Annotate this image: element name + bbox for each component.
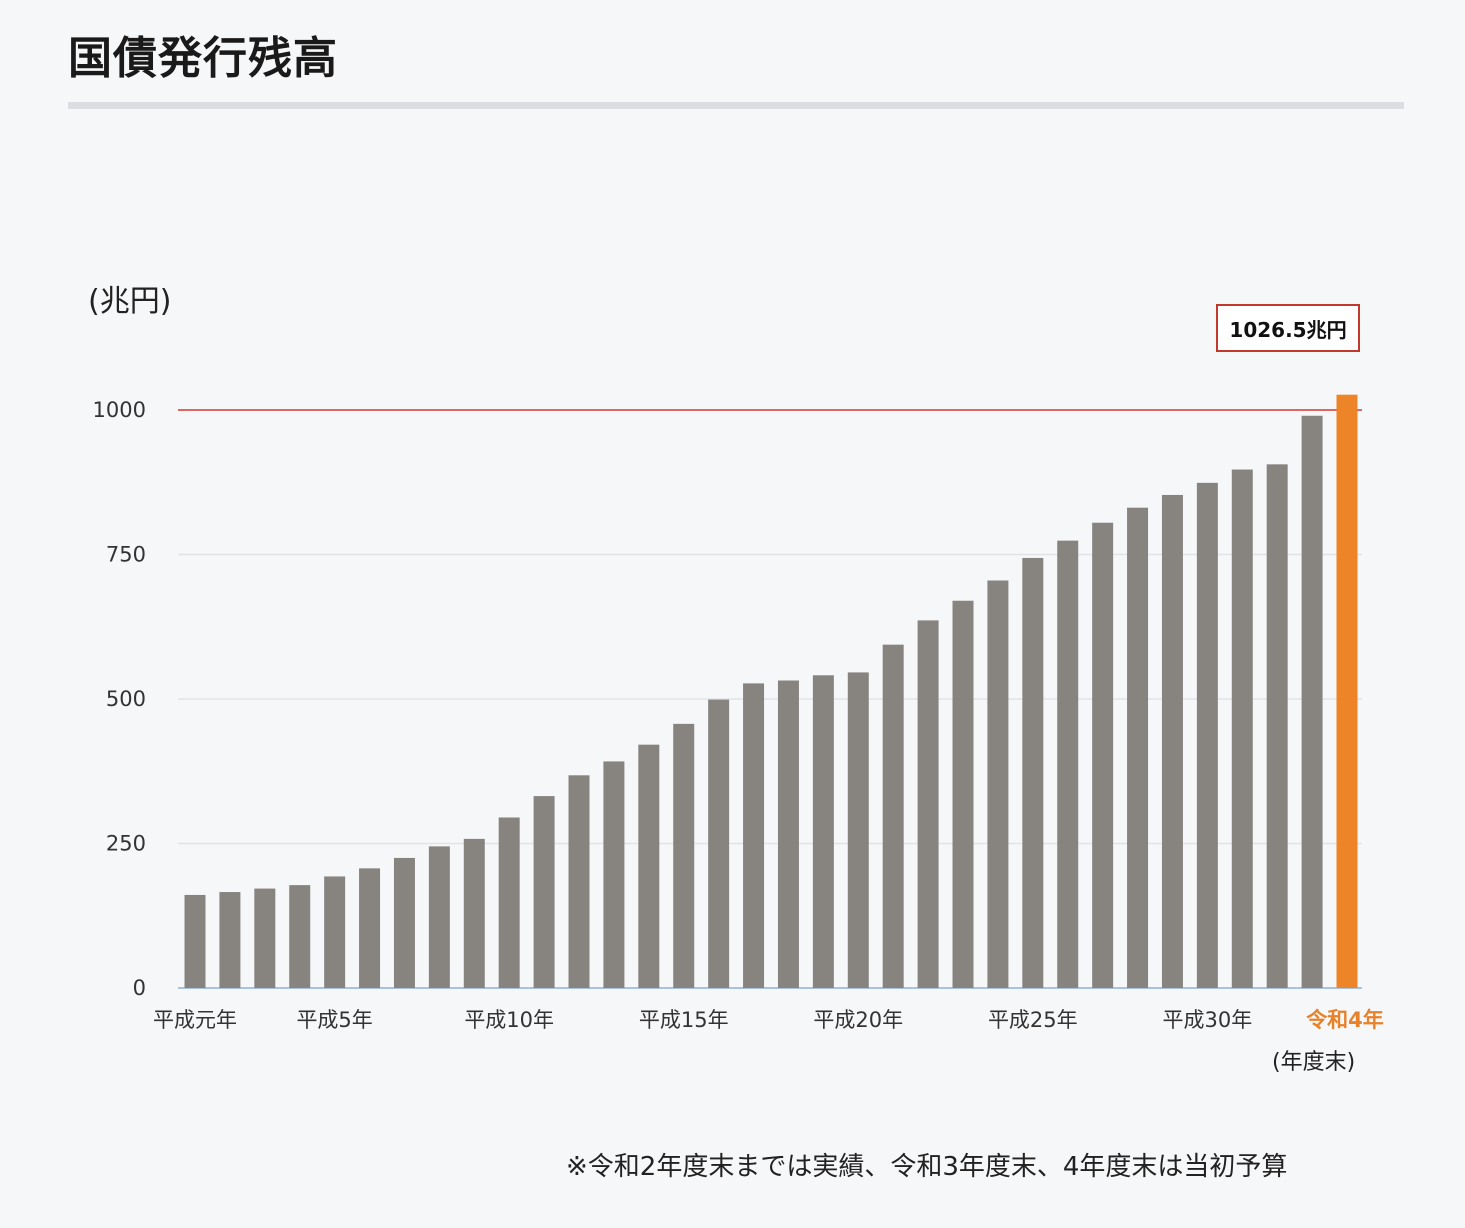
bar-平成6年: [359, 868, 381, 988]
bar-令和4年: [1336, 394, 1358, 989]
bar-平成11年: [533, 796, 555, 988]
bar-series: [184, 394, 1358, 989]
x-tick-平成25年: 平成25年: [988, 1008, 1078, 1032]
bar-平成8年: [428, 846, 450, 988]
bar-平成18年: [777, 680, 799, 988]
bar-平成14年: [638, 744, 660, 988]
bar-平成13年: [603, 761, 625, 988]
bar-平成29年: [1161, 494, 1183, 988]
grid-lines: [178, 409, 1362, 989]
bar-平成元年: [184, 894, 206, 988]
bar-平成12年: [568, 775, 590, 988]
bar-平成24年: [987, 580, 1009, 988]
y-axis-unit-label: (兆円): [88, 284, 172, 319]
x-tick-平成5年: 平成5年: [296, 1008, 372, 1032]
bar-平成26年: [1057, 540, 1079, 988]
bar-平成28年: [1127, 507, 1149, 988]
title-underline: [68, 102, 1404, 109]
y-tick-0: 0: [133, 976, 146, 1000]
bar-平成5年: [324, 876, 346, 988]
x-tick-labels: 平成元年 平成5年 平成10年 平成15年 平成20年 平成25年 平成30年 令和4年: [153, 1008, 1384, 1032]
x-tick-平成10年: 平成10年: [464, 1008, 554, 1032]
bar-平成7年: [393, 857, 415, 988]
bar-平成15年: [673, 723, 695, 988]
bar-平成23年: [952, 600, 974, 988]
bar-平成3年: [254, 888, 276, 988]
y-tick-labels: 0 250 500 750 1000: [93, 398, 146, 1000]
x-tick-平成15年: 平成15年: [639, 1008, 729, 1032]
y-tick-500: 500: [106, 687, 146, 711]
bar-平成22年: [917, 620, 939, 988]
bar-平成21年: [882, 644, 904, 988]
y-tick-250: 250: [106, 832, 146, 856]
bar-平成30年: [1196, 482, 1218, 988]
bar-平成20年: [847, 672, 869, 988]
x-tick-平成30年: 平成30年: [1162, 1008, 1252, 1032]
x-tick-平成元年: 平成元年: [153, 1008, 237, 1032]
bar-平成2年: [219, 892, 241, 988]
bar-平成25年: [1022, 557, 1044, 988]
bar-平成19年: [812, 675, 834, 988]
fiscal-year-end-note: (年度末): [1272, 1050, 1356, 1075]
y-tick-750: 750: [106, 543, 146, 567]
bar-令和2年: [1266, 464, 1288, 988]
bar-平成17年: [743, 683, 765, 988]
bar-令和3年: [1301, 415, 1323, 988]
highlight-value-callout: 1026.5兆円: [1216, 304, 1360, 352]
y-tick-1000: 1000: [93, 398, 146, 422]
bar-平成16年: [708, 699, 730, 988]
x-tick-平成20年: 平成20年: [813, 1008, 903, 1032]
footnote: ※令和2年度末までは実績、令和3年度末、4年度末は当初予算: [566, 1152, 1288, 1182]
bar-平成10年: [498, 817, 520, 988]
bar-令和元年: [1231, 469, 1253, 988]
bar-平成9年: [463, 838, 485, 988]
bar-平成4年: [289, 885, 311, 988]
x-tick-令和4年: 令和4年: [1306, 1008, 1384, 1032]
chart-title: 国債発行残高: [68, 33, 338, 84]
bar-平成27年: [1092, 522, 1114, 988]
